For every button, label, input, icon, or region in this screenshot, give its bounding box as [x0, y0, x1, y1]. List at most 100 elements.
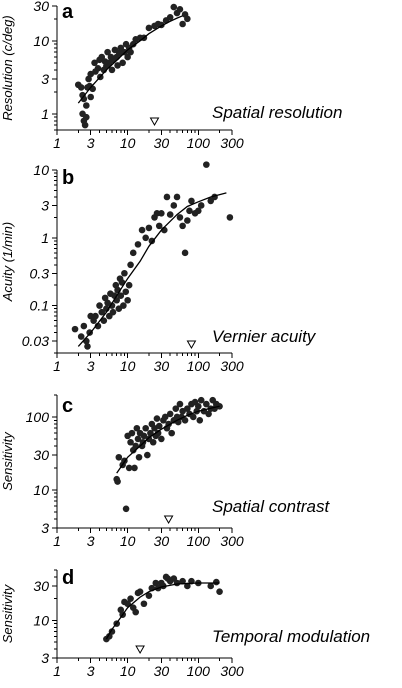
data-point — [98, 308, 106, 316]
y-axis-label: Resolution (c/deg) — [0, 15, 15, 121]
data-point — [155, 422, 163, 430]
data-point — [179, 222, 186, 230]
data-point — [158, 435, 165, 443]
marker-triangle — [186, 340, 197, 350]
x-tick-label: 10 — [120, 358, 136, 374]
data-point — [142, 424, 149, 432]
data-point — [197, 396, 205, 404]
data-point — [71, 325, 79, 333]
x-tick-label: 100 — [187, 663, 211, 679]
data-point — [133, 424, 141, 432]
x-tick-label: 3 — [87, 663, 95, 679]
data-point — [127, 261, 134, 269]
data-point — [216, 588, 223, 595]
data-point — [114, 62, 121, 69]
y-tick-label: 3 — [41, 197, 49, 213]
data-point — [170, 3, 178, 11]
fit-curve — [105, 582, 220, 640]
data-point — [124, 600, 131, 608]
data-point — [121, 269, 128, 277]
y-axis-label: Sensitivity — [0, 431, 15, 491]
x-tick-label: 30 — [154, 663, 170, 679]
y-tick-label: 1 — [41, 230, 49, 246]
data-point — [134, 435, 142, 443]
data-point — [134, 241, 142, 248]
panel-d: d Sensitivity Temporal modulation 1 3 10 30… — [0, 567, 370, 679]
data-point — [196, 416, 204, 424]
data-point — [120, 302, 127, 309]
data-point — [132, 608, 139, 616]
x-tick-label: 10 — [120, 533, 136, 549]
data-point — [163, 193, 171, 201]
data-point — [205, 410, 212, 418]
data-point — [100, 317, 108, 324]
x-tick-label: 100 — [187, 358, 211, 374]
data-point — [190, 413, 197, 421]
y-tick-label: 3 — [41, 71, 49, 87]
data-point — [117, 292, 125, 299]
data-point — [83, 102, 90, 109]
data-point — [108, 66, 116, 74]
y-tick-label: 10 — [33, 33, 49, 49]
y-tick-label: 30 — [33, 447, 49, 463]
x-tick-label: 1 — [53, 533, 61, 549]
data-point — [173, 579, 181, 587]
data-point — [184, 405, 191, 412]
data-point — [154, 429, 162, 437]
x-tick-label: 3 — [87, 358, 95, 374]
x-tick-label: 1 — [53, 135, 61, 151]
data-point — [176, 6, 184, 13]
data-point — [203, 161, 210, 168]
data-point — [98, 53, 106, 61]
data-point — [176, 214, 184, 221]
data-point — [115, 49, 123, 57]
data-point — [213, 578, 220, 586]
x-tick-label: 100 — [187, 533, 211, 549]
marker-triangle — [135, 645, 145, 655]
x-tick-label: 3 — [87, 135, 95, 151]
data-point — [179, 20, 186, 28]
x-tick-label: 30 — [154, 533, 170, 549]
data-point — [136, 588, 144, 595]
y-tick-label: 1 — [41, 106, 49, 122]
data-point — [181, 416, 189, 424]
data-point — [114, 478, 121, 485]
data-point — [145, 224, 153, 232]
data-point — [129, 40, 137, 48]
data-point — [127, 48, 134, 56]
data-point — [207, 582, 215, 590]
panel-label: a — [62, 1, 74, 23]
data-point — [226, 214, 234, 221]
data-point — [142, 234, 149, 242]
fit-curve — [77, 192, 227, 347]
data-point — [149, 438, 157, 446]
data-point — [148, 237, 156, 245]
data-point — [125, 464, 133, 472]
data-point — [124, 296, 131, 304]
data-point — [83, 113, 90, 121]
data-point — [194, 207, 202, 215]
data-point — [166, 14, 174, 21]
y-tick-label: 10 — [33, 162, 49, 178]
data-point — [104, 48, 111, 56]
panel-c: c Sensitivity Spatial contrast 1 3 10 30 100… — [0, 394, 330, 549]
x-tick-label: 1 — [53, 663, 61, 679]
data-point — [115, 453, 123, 461]
x-tick-label: 3 — [87, 533, 95, 549]
data-point — [131, 464, 138, 472]
panel-label: d — [62, 567, 74, 589]
panel-a: a Resolution (c/deg) Spatial resolution … — [0, 0, 342, 151]
data-point — [176, 400, 184, 408]
data-point — [92, 312, 99, 320]
data-point — [128, 429, 136, 437]
data-point — [161, 413, 169, 421]
data-point — [122, 505, 130, 513]
data-point — [153, 415, 161, 422]
data-point — [127, 438, 134, 446]
x-tick-label: 10 — [120, 663, 136, 679]
fit-curve — [116, 405, 220, 474]
y-tick-label: 100 — [26, 409, 50, 425]
data-point — [145, 24, 153, 32]
data-point — [168, 429, 175, 437]
data-point — [172, 405, 180, 412]
